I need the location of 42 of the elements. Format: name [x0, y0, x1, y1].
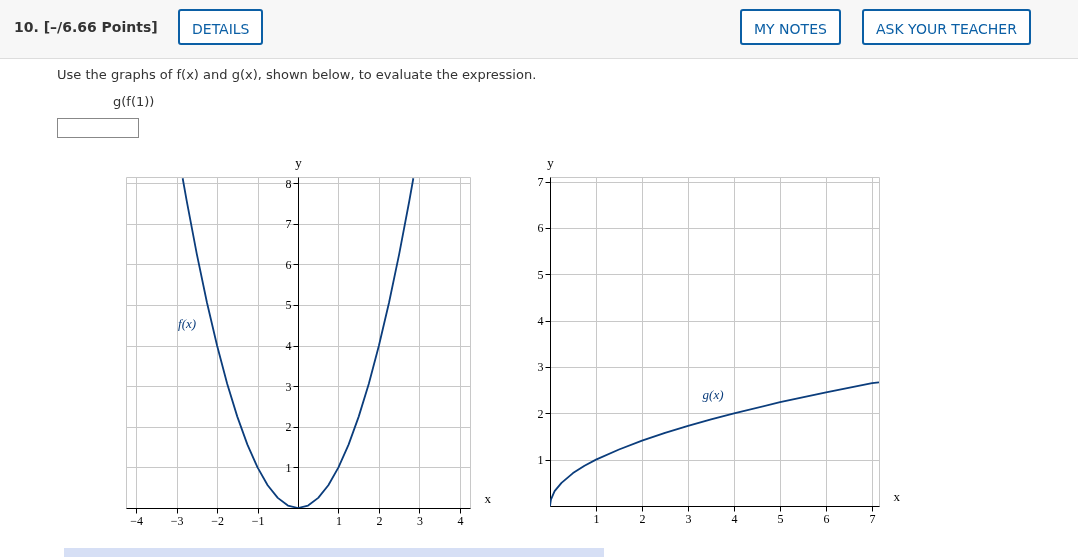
x-axis-title: x	[484, 490, 492, 506]
text: DETAILS	[178, 9, 264, 45]
x-tick-label: 2	[639, 511, 646, 526]
y-tick-label: 2	[537, 406, 544, 421]
y-tick-label: 1	[285, 460, 292, 475]
x-tick-label: 4	[731, 511, 738, 526]
chart-title: Use the graphs of f(x) and g(x), shown below, to evaluate the expression.	[57, 67, 537, 82]
y-tick-label: 7	[537, 175, 544, 190]
y-tick-label: 4	[285, 339, 292, 354]
x-tick-label: 1	[335, 513, 342, 528]
x-tick-label: −3	[170, 513, 184, 528]
y-tick-label: 3	[285, 379, 292, 394]
x-tick-label: 7	[869, 511, 876, 526]
x-tick-label: 3	[416, 513, 423, 528]
text: ASK YOUR TEACHER	[862, 9, 1031, 45]
y-tick-label: 3	[537, 360, 544, 375]
y-tick-label: 8	[285, 176, 292, 191]
x-tick-label: −2	[211, 513, 224, 528]
x-tick-label: −4	[130, 513, 144, 528]
series-label: g(x)	[702, 387, 724, 403]
x-tick-label: 3	[685, 511, 692, 526]
x-tick-label: 4	[457, 513, 464, 528]
y-tick-label: 4	[537, 314, 544, 329]
x-tick-label: 5	[777, 511, 784, 526]
y-tick-label: 1	[537, 453, 544, 468]
y-tick-label: 6	[537, 221, 544, 236]
y-tick-label: 2	[285, 420, 292, 435]
y-tick-label: 6	[285, 257, 292, 272]
text: 10. [–/6.66 Points]	[14, 19, 158, 35]
series-label: f(x)	[178, 315, 197, 331]
x-axis-title: x	[893, 488, 901, 504]
y-tick-label: 5	[285, 298, 292, 313]
x-tick-label: 2	[376, 513, 383, 528]
chart-subtitle: g(f(1))	[113, 94, 155, 109]
y-tick-label: 7	[285, 217, 292, 232]
y-axis-title: y	[547, 154, 555, 170]
x-tick-label: 1	[593, 511, 600, 526]
y-axis-title: y	[295, 154, 303, 170]
x-tick-label: −1	[251, 513, 265, 528]
y-tick-label: 5	[537, 267, 544, 282]
x-tick-label: 6	[823, 511, 830, 526]
text: MY NOTES	[740, 9, 841, 45]
